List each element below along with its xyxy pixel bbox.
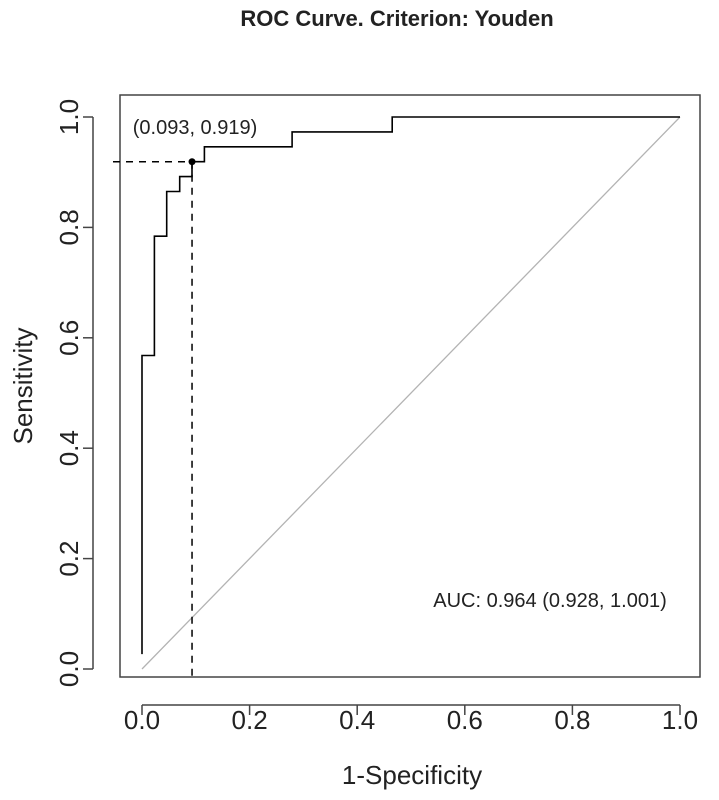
x-tick-label: 1.0 [662,705,698,735]
y-axis: 0.0 0.2 0.4 0.6 0.8 1.0 [54,99,94,687]
y-tick-label: 0.4 [54,430,84,466]
x-tick-label: 0.2 [232,705,268,735]
x-tick-label: 0.6 [447,705,483,735]
chart-title: ROC Curve. Criterion: Youden [240,6,553,31]
x-axis: 0.0 0.2 0.4 0.6 0.8 1.0 [124,704,698,735]
y-tick-label: 0.2 [54,541,84,577]
auc-annotation: AUC: 0.964 (0.928, 1.001) [433,590,666,612]
x-tick-label: 0.4 [339,705,375,735]
y-axis-label: Sensitivity [8,327,38,444]
x-tick-label: 0.0 [124,705,160,735]
x-axis-label: 1-Specificity [342,760,482,790]
x-tick-label: 0.8 [554,705,590,735]
y-tick-label: 0.0 [54,651,84,687]
diagonal-reference-line [141,116,681,670]
y-tick-label: 0.8 [54,209,84,245]
optimal-point-guides [113,160,193,681]
roc-curve-line [141,116,680,655]
y-tick-label: 0.6 [54,320,84,356]
optimal-point-label: (0.093, 0.919) [133,117,258,139]
y-tick-label: 1.0 [54,99,84,135]
optimal-point-marker [188,158,196,166]
plot-frame [119,94,701,678]
